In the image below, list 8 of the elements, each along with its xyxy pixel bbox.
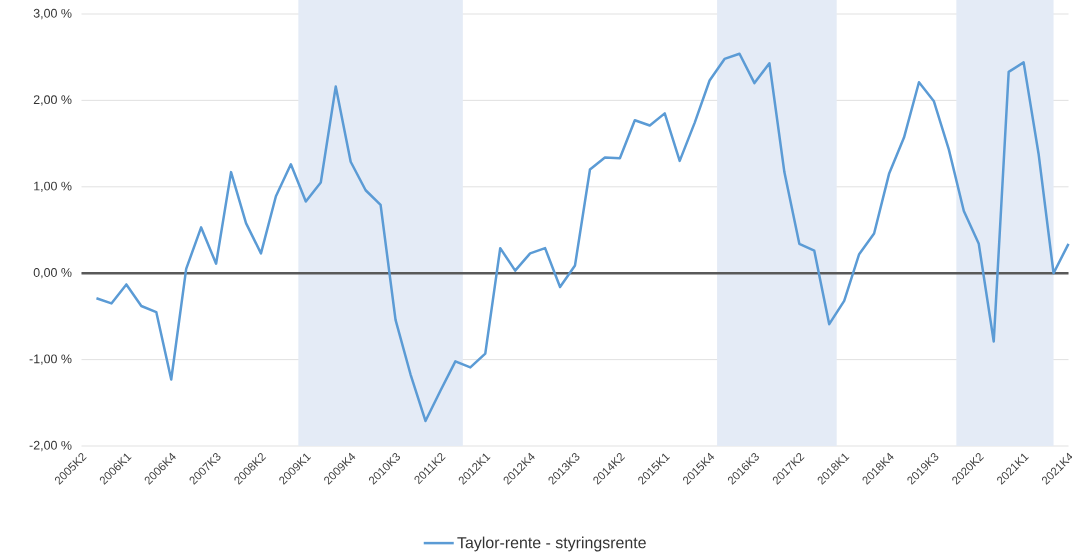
y-tick-label: -1,00 % [29,354,72,365]
y-tick-label: 1,00 % [34,181,72,192]
legend-label: Taylor-rente - styringsrente [457,536,646,552]
y-tick-label: 0,00 % [33,268,72,279]
line-series [95,52,1070,423]
y-tick-label: -2,00 % [29,440,72,452]
y-tick-label: 2,00 % [33,95,72,106]
y-tick-label: 3,00 % [33,8,72,20]
